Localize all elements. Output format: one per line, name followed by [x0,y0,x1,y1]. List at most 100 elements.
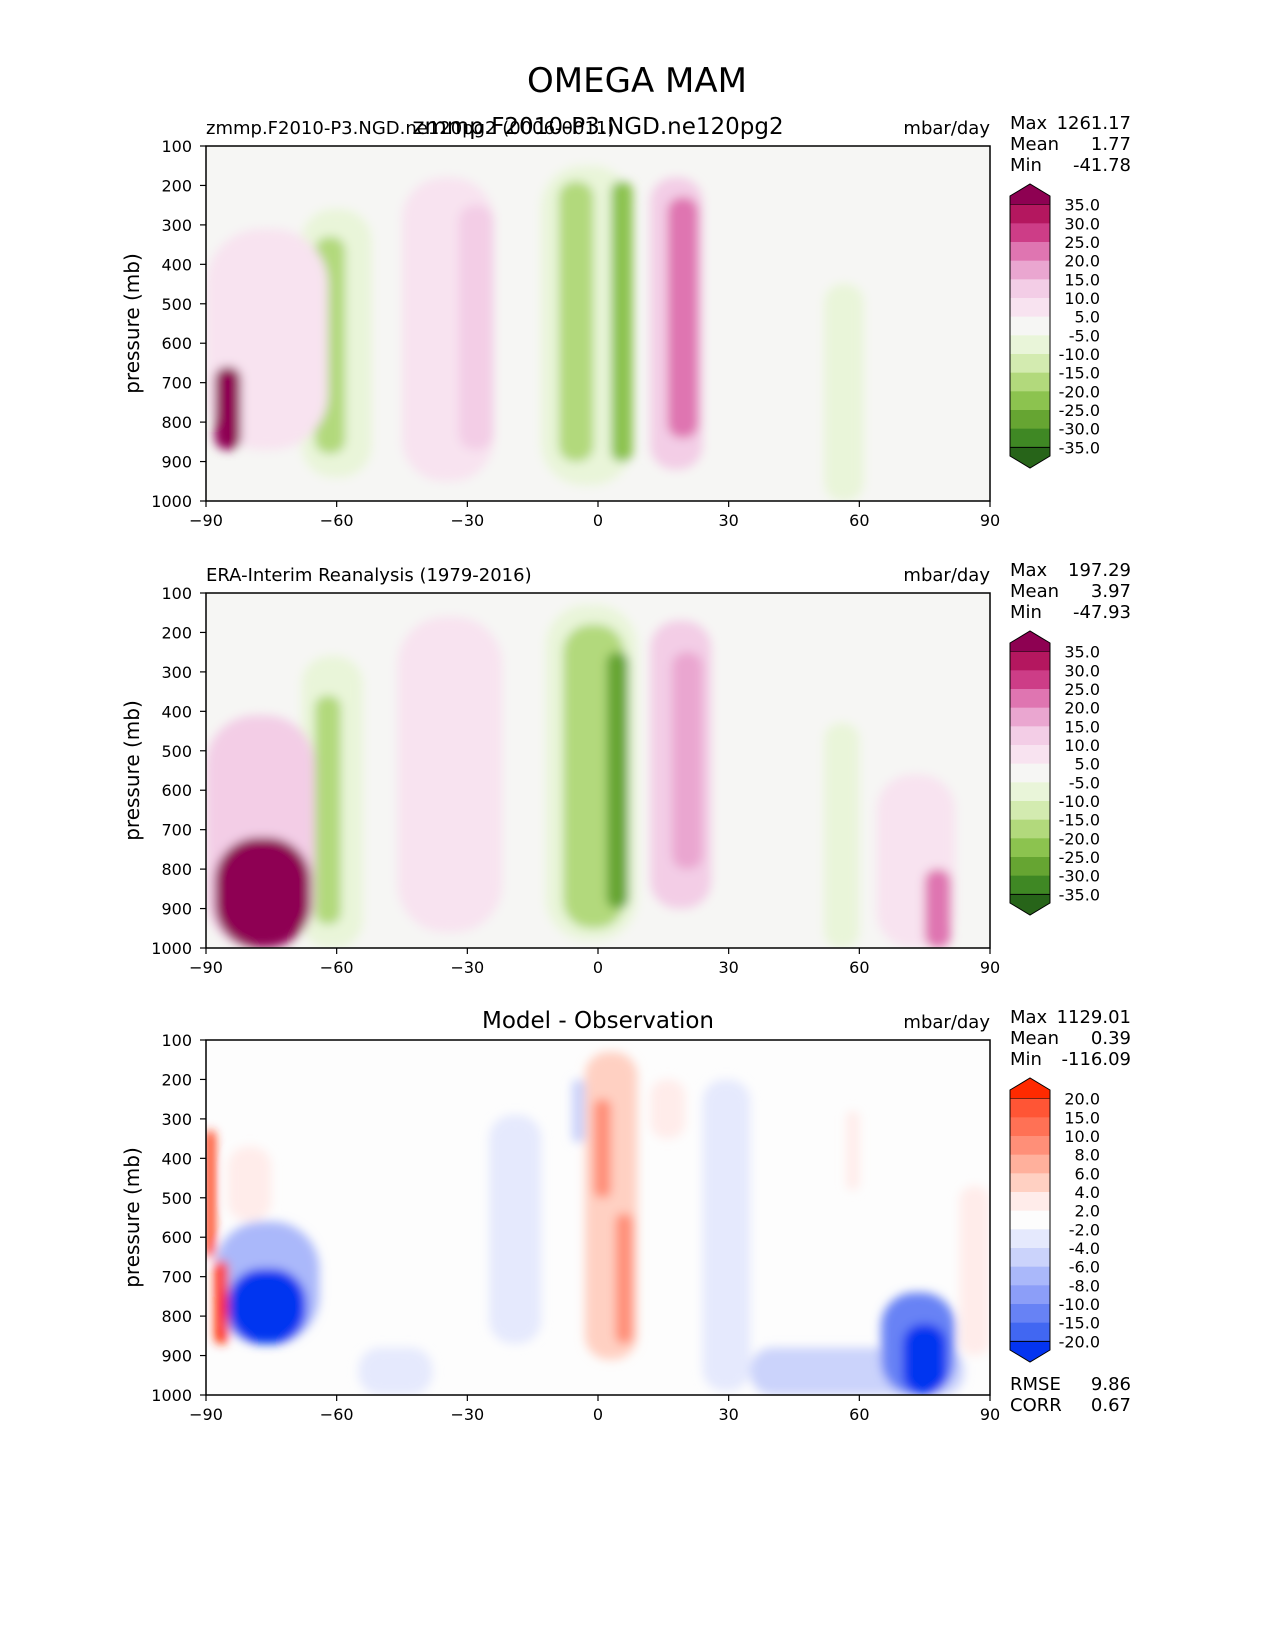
colorbar-swatch [1010,1117,1050,1137]
panel-difference: −90 −60 −30 0 30 60 90 100 200 300 400 500 600 700 800… [120,1007,1131,1424]
panel-title-center: Model - Observation [482,1008,714,1034]
colorbar-extend-max [1009,1077,1051,1100]
units-label: mbar/day [903,565,990,586]
y-tick-label: 100 [161,137,192,156]
colorbar: 35.030.025.020.015.010.05.0-5.0-10.0-15.… [1009,183,1100,469]
contour-region [667,197,699,438]
colorbar-tick-label: 30.0 [1064,214,1100,233]
contour-region [615,1213,633,1344]
panel-title-left: zmmp.F2010-P3.NGD.ne120pg2 (0006-0011) [206,118,614,139]
stat-value: -47.93 [1073,602,1131,623]
colorbar-extend-min [1009,446,1051,469]
colorbar-swatch [1010,838,1050,858]
colorbar-tick-label: 4.0 [1075,1183,1100,1202]
colorbar-swatch [1010,1304,1050,1324]
x-tick-label: 60 [849,511,869,530]
contour-region [672,652,703,870]
colorbar-swatch [1010,689,1050,709]
colorbar-swatch [1010,316,1050,336]
colorbar-swatch [1010,707,1050,727]
colorbar-tick-label: 25.0 [1064,233,1100,252]
extra-stat-label: RMSE [1010,1374,1061,1395]
colorbar-tick-label: 20.0 [1064,699,1100,718]
panel-title-center: zmmp.F2010-P3.NGD.ne120pg2 [412,114,783,140]
y-axis-label: pressure (mb) [120,1147,144,1288]
y-tick-label: 500 [161,295,192,314]
panel-model: −90 −60 −30 0 30 60 90 100 200 300 400 500 600 700 800… [120,113,1131,530]
colorbar-tick-label: -10.0 [1059,1295,1100,1314]
contour-region [959,1185,990,1356]
colorbar-tick-label: 30.0 [1064,661,1100,680]
colorbar-tick-label: -30.0 [1059,867,1100,886]
y-tick-label: 1000 [151,492,192,511]
stat-label: Min [1010,155,1042,176]
colorbar-swatch [1010,819,1050,839]
y-tick-label: 800 [161,1307,192,1326]
colorbar-tick-label: 6.0 [1075,1164,1100,1183]
units-label: mbar/day [903,1012,990,1033]
stat-label: Min [1010,602,1042,623]
contour-region [214,1260,228,1344]
x-tick-label: −90 [189,1405,223,1424]
y-tick-label: 600 [161,781,192,800]
figure-title: OMEGA MAM [527,61,747,101]
y-tick-label: 900 [161,453,192,472]
colorbar-swatch [1010,410,1050,430]
colorbar-swatch [1010,875,1050,895]
units-label: mbar/day [903,118,990,139]
colorbar-swatch [1010,745,1050,765]
y-tick-label: 100 [161,584,192,603]
colorbar-extend-min [1009,1340,1051,1363]
colorbar-swatch [1010,857,1050,877]
contour-region [397,616,503,933]
panel-title-left: ERA-Interim Reanalysis (1979-2016) [206,565,532,586]
x-tick-label: 0 [593,1405,603,1424]
contour-region [558,181,594,462]
colorbar-tick-label: 10.0 [1064,289,1100,308]
colorbar-tick-label: 2.0 [1075,1202,1100,1221]
colorbar-tick-label: -15.0 [1059,811,1100,830]
colorbar-swatch [1010,1210,1050,1230]
colorbar-tick-label: -20.0 [1059,829,1100,848]
x-tick-label: 0 [593,958,603,977]
panel-reference: −90 −60 −30 0 30 60 90 100 200 300 400 500 600 700 800… [120,560,1131,977]
y-tick-label: 300 [161,663,192,682]
contour-region [902,1324,947,1395]
y-tick-label: 1000 [151,939,192,958]
colorbar-tick-label: -8.0 [1069,1276,1100,1295]
stat-value: 0.39 [1091,1028,1131,1049]
colorbar-swatch [1010,260,1050,280]
colorbar-tick-label: -6.0 [1069,1258,1100,1277]
contour-region [571,1079,585,1143]
contour-region [458,205,494,450]
stat-label: Max [1010,113,1048,134]
stat-label: Max [1010,1007,1048,1028]
contour-region [314,695,342,925]
colorbar-tick-label: -30.0 [1059,420,1100,439]
stat-value: -41.78 [1073,155,1131,176]
x-tick-label: 60 [849,1405,869,1424]
contour-region [358,1347,433,1395]
colorbar-tick-label: 35.0 [1064,196,1100,215]
colorbar-swatch [1010,391,1050,411]
contour-region [846,1111,860,1190]
y-tick-label: 700 [161,374,192,393]
colorbar-swatch [1010,428,1050,448]
colorbar-tick-label: 15.0 [1064,270,1100,289]
colorbar-swatch [1010,1285,1050,1305]
contour-region [650,1079,686,1139]
y-tick-label: 300 [161,1110,192,1129]
y-tick-label: 600 [161,1228,192,1247]
colorbar-tick-label: -5.0 [1069,326,1100,345]
stat-value: -116.09 [1062,1049,1131,1070]
colorbar-swatch [1010,782,1050,802]
contour-region [702,1079,751,1392]
colorbar-tick-label: -5.0 [1069,773,1100,792]
x-tick-label: 90 [980,511,1000,530]
contour-region [924,869,951,948]
x-tick-label: 60 [849,958,869,977]
colorbar-swatch [1010,1154,1050,1174]
colorbar-swatch [1010,651,1050,671]
colorbar-extend-max [1009,183,1051,206]
